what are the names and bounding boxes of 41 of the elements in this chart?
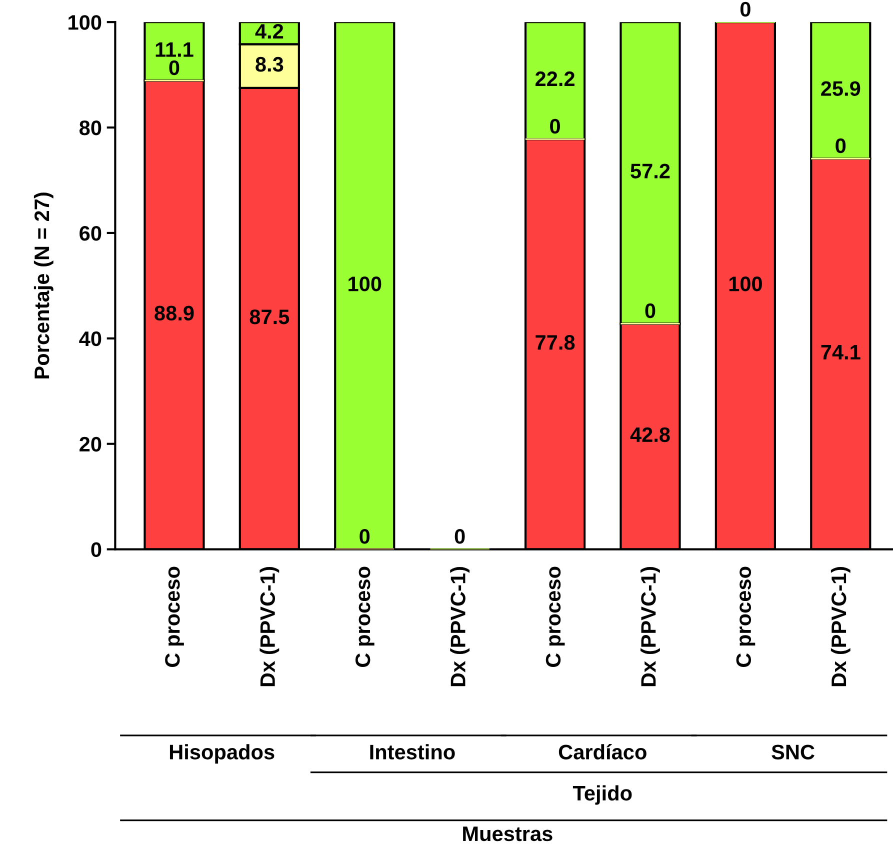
data-label: 11.1 (156, 42, 194, 57)
data-label: 100 (729, 276, 762, 292)
y-tick-label: 60 (80, 226, 102, 241)
data-label: 0 (740, 2, 750, 17)
data-label: 87.5 (250, 309, 290, 324)
x-tick-label: Dx (PPVC-1) (260, 567, 280, 686)
data-label: 100 (348, 276, 382, 292)
data-label: 57.2 (630, 164, 670, 178)
x-tick-label: C proceso (165, 566, 184, 667)
y-tick-label: 20 (80, 436, 102, 452)
x-tick-label: Dx (PPVC-1) (640, 567, 660, 686)
data-label: 0 (360, 529, 370, 544)
text: Hisopados (170, 744, 274, 764)
data-label: 0 (454, 529, 465, 544)
data-label: 42.8 (630, 427, 670, 442)
text: Cardíaco (558, 744, 646, 760)
data-label: 88.9 (154, 306, 194, 321)
data-label: 25.9 (821, 81, 860, 96)
data-label: 0 (550, 118, 560, 134)
y-tick-label: 80 (79, 120, 102, 136)
data-label: 0 (169, 60, 180, 76)
text: Tejido (572, 785, 632, 805)
x-tick-label: Dx (PPVC-1) (450, 567, 470, 686)
y-tick-label: 100 (68, 15, 102, 30)
x-tick-label: C proceso (736, 566, 756, 667)
data-label: 22.2 (535, 71, 574, 86)
x-tick-label: C proceso (546, 566, 565, 667)
y-axis-title: Porcentaje (N = 27) (34, 192, 54, 378)
text: Intestino (370, 744, 455, 760)
data-label: 0 (836, 138, 846, 154)
data-label: 77.8 (536, 335, 575, 350)
x-tick-label: Dx (PPVC-1) (830, 567, 850, 686)
x-tick-label: C proceso (355, 566, 374, 667)
text: SNC (772, 744, 814, 760)
data-label: 8.3 (256, 56, 284, 72)
data-label: 74.1 (821, 345, 860, 360)
data-label: 0 (645, 303, 656, 318)
y-tick-label: 0 (91, 542, 102, 558)
y-tick-label: 40 (79, 331, 102, 346)
data-label: 4.2 (255, 24, 284, 39)
text: Muestras (463, 826, 552, 842)
